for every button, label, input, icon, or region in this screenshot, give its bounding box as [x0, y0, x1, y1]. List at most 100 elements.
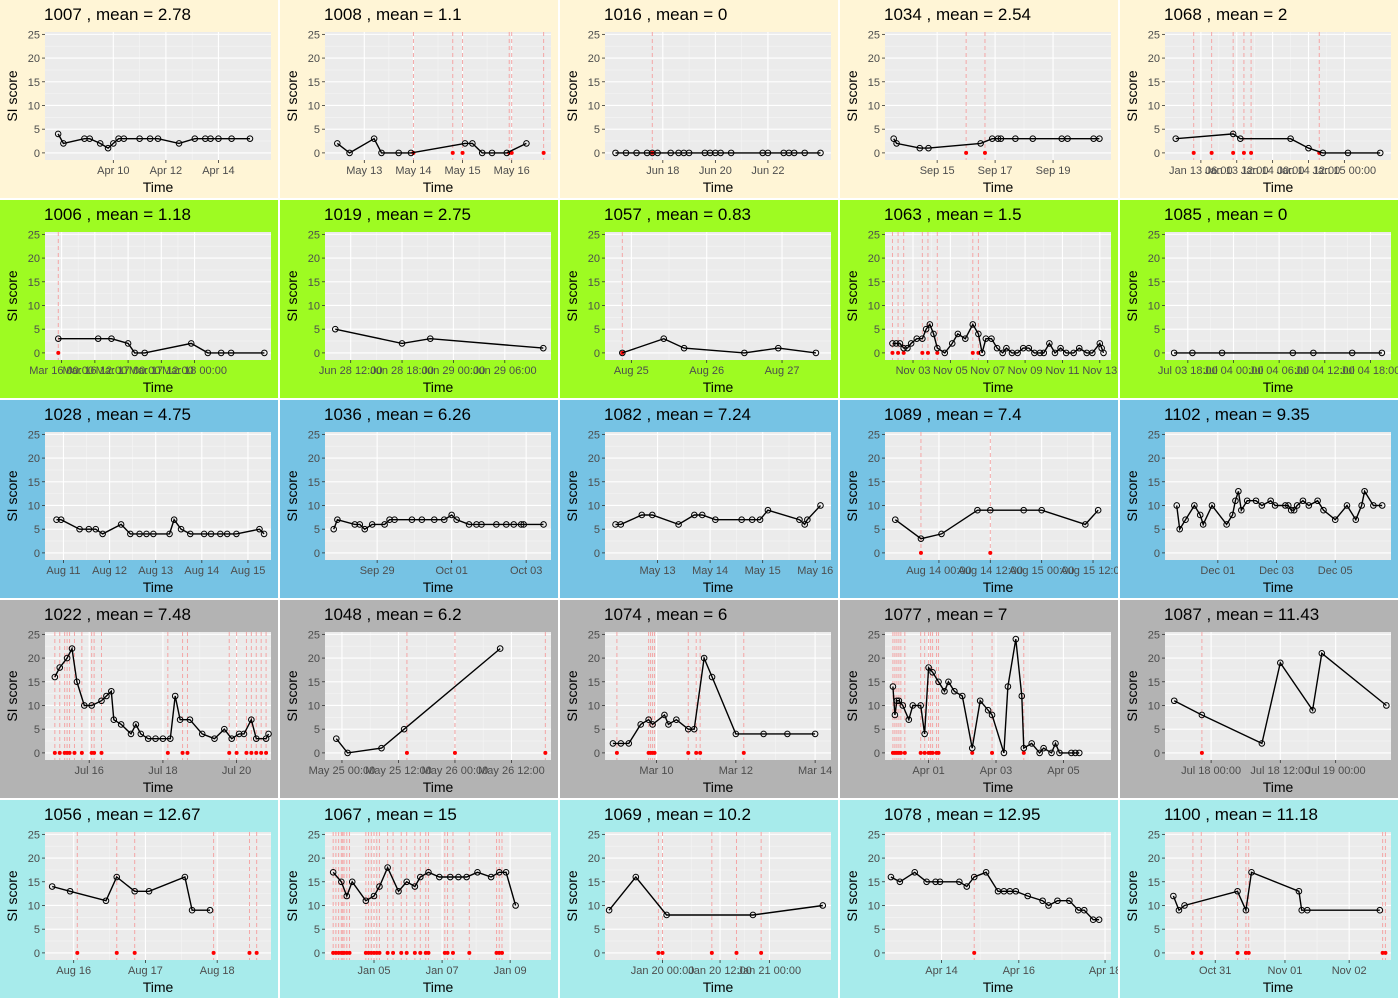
x-tick-label: Mar 18 00:00	[162, 365, 227, 377]
event-marker	[660, 950, 665, 955]
data-point	[1036, 349, 1044, 357]
data-point	[649, 511, 656, 519]
x-tick-label: Jan 07	[426, 965, 459, 977]
facet-chart: 1022 , mean = 7.48 0 5 10 15 20 25 Jul 16 Jul 18…	[4, 605, 272, 795]
event-marker	[1246, 950, 1251, 955]
event-marker	[656, 950, 661, 955]
plot-background	[1165, 232, 1391, 360]
data-point	[198, 730, 206, 738]
x-tick-label: Jul 04 18:00	[1340, 365, 1398, 377]
data-point	[959, 692, 966, 700]
facet-chart: 1007 , mean = 2.78 0 5 10 15 20 25 Apr 10 Apr 12…	[4, 5, 271, 195]
facet-panel: 1077 , mean = 7 0 5 10 15 20 25 Apr 01 Apr 03 Apr…	[840, 600, 1118, 798]
y-tick-label: 5	[874, 324, 880, 336]
facet-chart: 1034 , mean = 2.54 0 5 10 15 20 25 Sep 15 Sep 17…	[844, 5, 1111, 195]
y-tick-label: 0	[34, 148, 40, 160]
y-tick-label: 25	[588, 429, 600, 441]
y-tick-label: 10	[1148, 300, 1160, 312]
data-point	[370, 135, 378, 142]
x-tick-label: Aug 14 00:00	[906, 565, 971, 577]
x-tick-label: May 14	[395, 165, 431, 177]
y-tick-label: 25	[28, 429, 40, 441]
y-tick-label: 20	[868, 253, 880, 265]
y-tick-label: 20	[588, 653, 600, 665]
y-tick-label: 20	[308, 453, 320, 465]
data-point	[48, 883, 56, 890]
data-point	[1248, 868, 1255, 876]
data-point	[351, 521, 359, 528]
panel-title: 1022 , mean = 7.48	[44, 605, 191, 624]
data-point	[171, 692, 179, 700]
x-axis-label: Time	[1263, 979, 1294, 995]
y-tick-label: 5	[34, 124, 40, 136]
event-marker	[898, 750, 903, 755]
data-point	[455, 873, 462, 881]
data-point	[667, 149, 674, 157]
data-point	[932, 878, 939, 886]
x-tick-label: Jun 18	[646, 165, 679, 177]
event-marker	[972, 950, 977, 955]
data-point	[969, 321, 977, 328]
data-point	[446, 873, 454, 881]
panel-title: 1102 , mean = 9.35	[1164, 405, 1310, 424]
panel-title: 1056 , mean = 12.67	[44, 805, 200, 824]
x-tick-label: Nov 01	[1268, 965, 1303, 977]
plot-background	[1165, 632, 1391, 760]
x-tick-label: Jul 19 00:00	[1306, 765, 1366, 777]
series-line	[335, 648, 501, 754]
data-point	[956, 878, 963, 886]
y-tick-label: 25	[588, 829, 600, 841]
data-point	[113, 873, 121, 881]
data-point	[764, 506, 772, 514]
data-point	[1218, 349, 1226, 357]
event-marker	[56, 350, 61, 355]
y-tick-label: 5	[594, 324, 600, 336]
x-tick-label: Jun 28 18:00	[370, 365, 434, 377]
data-point	[1080, 906, 1088, 914]
x-tick-label: May 15	[745, 565, 781, 577]
data-point	[994, 135, 1002, 142]
y-tick-label: 20	[1148, 653, 1160, 665]
event-marker	[970, 350, 975, 355]
y-tick-label: 15	[1148, 877, 1160, 889]
data-point	[887, 873, 895, 881]
data-point	[645, 716, 652, 724]
y-tick-label: 20	[868, 853, 880, 865]
data-point	[1344, 149, 1352, 157]
event-marker	[896, 350, 901, 355]
x-tick-label: Aug 11	[46, 565, 80, 577]
x-tick-label: Jan 13 06:00	[1169, 165, 1233, 177]
event-marker	[249, 750, 254, 755]
x-tick-label: Aug 15 00:00	[1009, 565, 1074, 577]
y-tick-label: 0	[1154, 348, 1160, 360]
x-axis-label: Time	[1263, 579, 1294, 595]
data-point	[1020, 506, 1027, 514]
data-point	[911, 868, 919, 876]
data-point	[181, 873, 189, 881]
data-point	[348, 878, 356, 886]
data-point	[1287, 506, 1295, 514]
x-tick-label: Oct 03	[510, 565, 542, 577]
data-point	[609, 740, 617, 747]
facet-panel: 1036 , mean = 6.26 0 5 10 15 20 25 Sep 29 Oct 01…	[280, 400, 558, 598]
data-point	[625, 740, 633, 747]
y-tick-label: 0	[34, 548, 40, 560]
y-tick-label: 5	[34, 524, 40, 536]
event-marker	[234, 750, 239, 755]
data-point	[376, 883, 383, 890]
x-axis-label: Time	[143, 779, 174, 795]
x-tick-label: Jan 05	[357, 965, 390, 977]
data-point	[925, 664, 932, 671]
x-tick-label: Nov 07	[970, 365, 1005, 377]
y-tick-label: 25	[588, 29, 600, 41]
data-point	[346, 149, 353, 157]
y-tick-label: 20	[28, 453, 40, 465]
data-point	[1208, 502, 1216, 509]
panel-title: 1036 , mean = 6.26	[324, 405, 471, 424]
y-axis-label: SI score	[844, 870, 860, 922]
facet-panel: 1074 , mean = 6 0 5 10 15 20 25 Mar 10 Mar 12 Mar…	[560, 600, 838, 798]
panel-title: 1069 , mean = 10.2	[604, 805, 751, 824]
data-point	[1320, 506, 1327, 514]
data-point	[612, 149, 619, 157]
